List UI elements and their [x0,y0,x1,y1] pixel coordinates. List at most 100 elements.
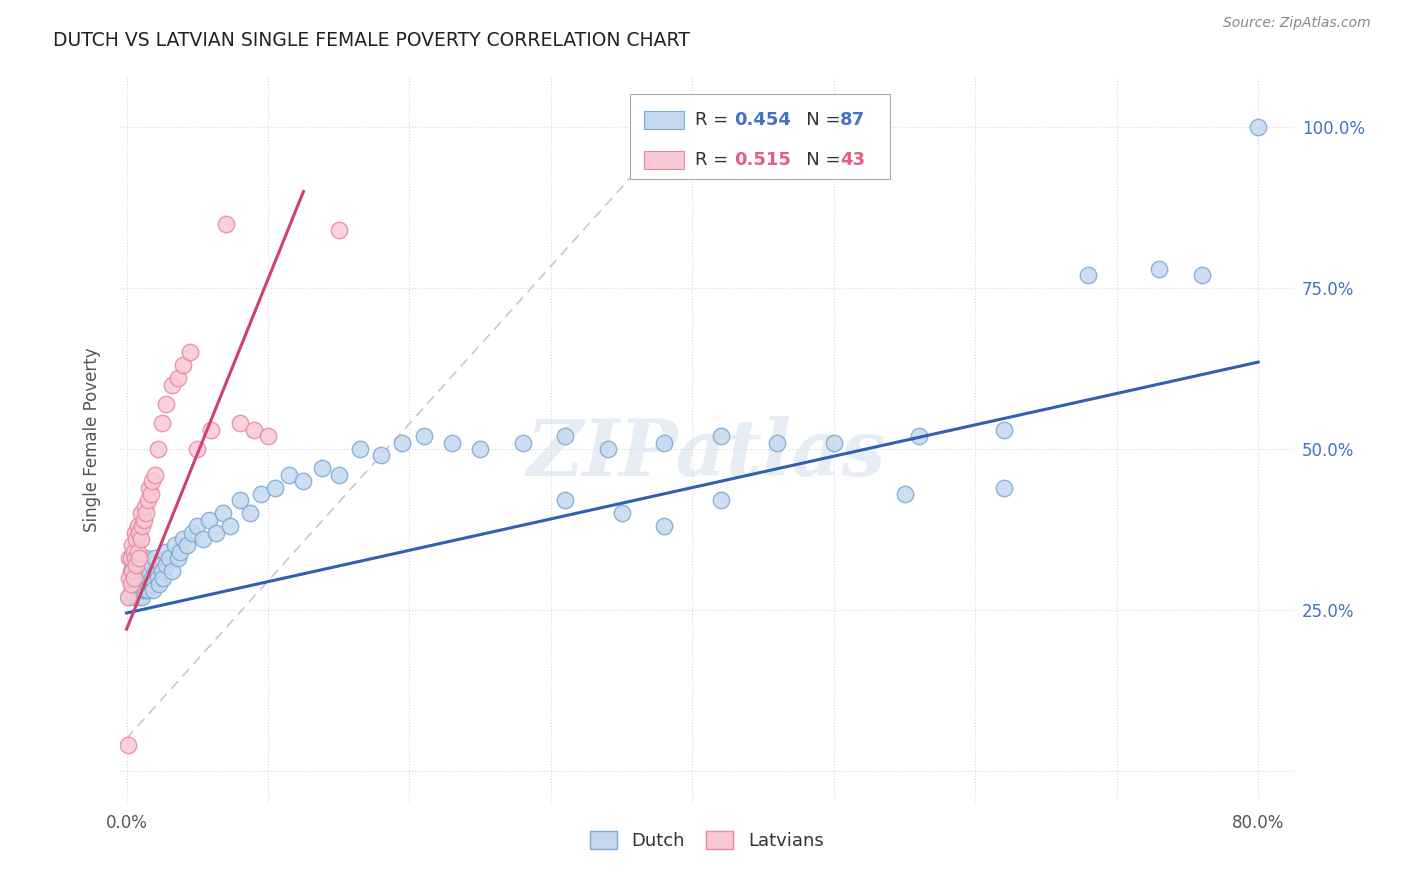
Point [129,571,152,585]
Point [141,558,163,572]
Point [125,532,148,546]
Point [349,442,371,456]
Point [128,525,150,540]
Point [122,558,145,572]
Point [134,571,156,585]
Point [135,583,157,598]
Point [229,416,252,430]
Point [440,435,463,450]
Point [186,519,208,533]
Point [149,558,172,572]
Point [143,551,166,566]
Point [172,532,194,546]
Point [328,467,350,482]
Point [652,435,675,450]
Point [117,590,139,604]
Point [124,590,146,604]
Point [120,564,142,578]
Point [993,481,1015,495]
Point [766,435,789,450]
Point [292,474,315,488]
Point [257,429,280,443]
Point [135,551,157,566]
Point [142,583,165,598]
Point [204,525,226,540]
Point [243,423,266,437]
Point [120,551,142,566]
Point [169,545,191,559]
Point [129,506,152,520]
Text: N =: N = [789,111,846,128]
Point [278,467,301,482]
Point [118,551,141,566]
Point [150,564,173,578]
Point [166,371,188,385]
Point [1247,120,1270,135]
Text: N =: N = [789,152,846,169]
Point [157,551,180,566]
Point [122,577,145,591]
Point [652,519,675,533]
Point [512,435,534,450]
Point [907,429,929,443]
Point [129,583,152,598]
Point [127,571,149,585]
Point [129,532,152,546]
Point [125,558,148,572]
Point [264,481,287,495]
Point [143,467,166,482]
Point [125,564,148,578]
Point [127,519,149,533]
Point [146,442,169,456]
Point [121,583,143,598]
Point [155,397,177,411]
Point [136,571,159,585]
Point [328,223,350,237]
Point [145,564,167,578]
Point [554,429,576,443]
Point [1147,261,1170,276]
Point [596,442,619,456]
Point [176,539,198,553]
Point [131,558,153,572]
Point [134,564,156,578]
Point [124,551,146,566]
Point [125,577,148,591]
Point [993,423,1015,437]
Point [153,545,176,559]
Point [132,583,155,598]
Point [121,564,143,578]
Point [163,539,186,553]
Point [132,513,155,527]
Point [823,435,845,450]
Point [160,564,183,578]
Point [118,590,141,604]
Point [470,442,492,456]
Point [124,525,146,540]
Point [135,506,157,520]
Point [150,416,173,430]
Point [152,571,174,585]
Point [127,545,149,559]
Point [128,577,150,591]
Point [214,217,236,231]
Point [710,493,733,508]
Text: 43: 43 [839,152,865,169]
Point [554,493,576,508]
Point [146,571,169,585]
Text: 0.515: 0.515 [734,152,792,169]
Point [191,532,214,546]
Point [128,590,150,604]
Point [139,487,162,501]
Point [132,577,155,591]
Point [122,545,145,559]
Y-axis label: Single Female Poverty: Single Female Poverty [83,347,101,532]
Point [155,558,177,572]
Point [412,429,434,443]
Point [166,551,188,566]
Point [250,487,273,501]
Point [186,442,208,456]
Text: 87: 87 [839,111,865,128]
Point [370,449,392,463]
Point [893,487,915,501]
